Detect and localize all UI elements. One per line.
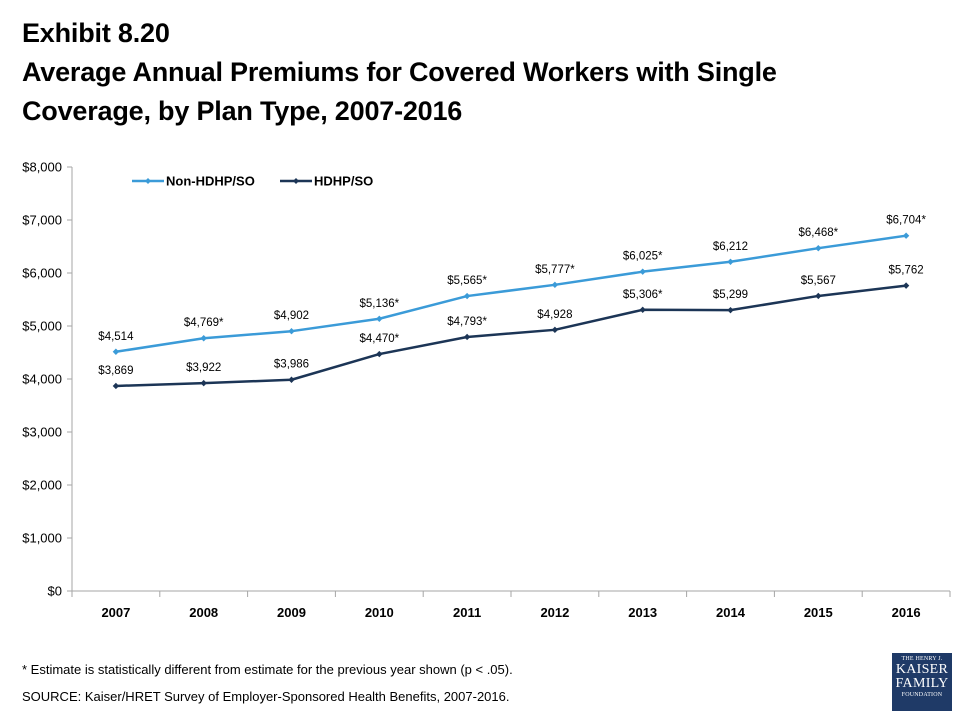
x-tick-label: 2009	[277, 605, 306, 620]
data-label: $4,928	[537, 309, 572, 321]
legend-marker	[145, 178, 151, 184]
data-label: $3,986	[274, 359, 309, 371]
series-line-1	[115, 284, 907, 388]
x-tick-label: 2007	[101, 605, 130, 620]
legend-label: HDHP/SO	[314, 174, 373, 189]
footnote: * Estimate is statistically different fr…	[22, 662, 513, 677]
data-label: $5,299	[713, 289, 748, 301]
kaiser-logo: THE HENRY J. KAISER FAMILY FOUNDATION	[892, 653, 952, 711]
data-label: $5,777*	[535, 264, 575, 276]
data-label: $4,793*	[447, 316, 487, 328]
y-tick-label: $3,000	[22, 425, 62, 440]
x-tick-label: 2012	[540, 605, 569, 620]
data-label: $6,704*	[886, 215, 926, 227]
data-label: $6,468*	[798, 227, 838, 239]
data-label: $5,306*	[623, 289, 663, 301]
y-tick-label: $4,000	[22, 372, 62, 387]
data-label: $5,565*	[447, 275, 487, 287]
source-note: SOURCE: Kaiser/HRET Survey of Employer-S…	[22, 689, 510, 704]
series-line-0	[115, 234, 907, 353]
data-point	[200, 335, 207, 342]
y-tick-label: $2,000	[22, 478, 62, 493]
x-tick-label: 2015	[804, 605, 833, 620]
logo-line-4: FOUNDATION	[901, 692, 943, 698]
data-point	[376, 350, 383, 358]
data-point	[200, 379, 207, 387]
data-label: $6,025*	[623, 251, 663, 263]
data-point	[551, 326, 559, 334]
y-tick-label: $6,000	[22, 266, 62, 281]
x-tick-label: 2011	[453, 605, 481, 620]
header: Exhibit 8.20 Average Annual Premiums for…	[22, 14, 922, 131]
data-label: $5,136*	[359, 298, 399, 310]
y-tick-label: $8,000	[22, 160, 62, 175]
x-tick-label: 2013	[628, 605, 657, 620]
x-tick-label: 2016	[892, 605, 921, 620]
chart-title-line-2: Coverage, by Plan Type, 2007-2016	[22, 96, 463, 126]
data-point	[463, 333, 471, 341]
data-label: $3,922	[186, 362, 221, 374]
data-label: $4,514	[98, 331, 134, 343]
data-point	[112, 382, 120, 390]
data-label: $3,869	[98, 365, 133, 377]
data-point	[288, 327, 295, 335]
data-point	[288, 376, 295, 383]
legend-label: Non-HDHP/SO	[166, 174, 255, 189]
data-label: $4,769*	[184, 317, 224, 329]
logo-line-2: KAISER	[895, 662, 949, 677]
data-label: $6,212	[713, 241, 748, 253]
y-tick-label: $7,000	[22, 213, 62, 228]
logo-line-3: FAMILY	[895, 676, 949, 691]
y-tick-label: $1,000	[22, 531, 62, 546]
data-point	[727, 306, 734, 314]
data-point	[463, 292, 471, 300]
data-point	[902, 232, 910, 239]
data-label: $4,470*	[359, 333, 399, 345]
exhibit-label: Exhibit 8.20	[22, 18, 170, 48]
data-point	[112, 348, 120, 355]
x-tick-label: 2008	[189, 605, 218, 620]
data-label: $4,902	[274, 310, 309, 322]
data-point	[376, 315, 383, 322]
logo-line-1: THE HENRY J.	[901, 656, 943, 662]
data-point	[639, 268, 646, 275]
data-point	[815, 292, 822, 300]
x-tick-label: 2014	[716, 605, 746, 620]
line-chart: $0 $1,000 $2,000 $3,000 $4,000 $5,000 $6,000 $7…	[22, 160, 951, 620]
data-point	[815, 244, 822, 252]
y-tick-label: $0	[48, 584, 62, 599]
x-tick-label: 2010	[365, 605, 394, 620]
data-point	[902, 282, 910, 289]
data-point	[639, 306, 646, 313]
data-point	[727, 258, 734, 265]
chart-title-line-1: Average Annual Premiums for Covered Work…	[22, 57, 777, 87]
data-point	[551, 281, 559, 289]
legend-marker	[293, 178, 299, 184]
y-tick-label: $5,000	[22, 319, 62, 334]
data-label: $5,762	[889, 265, 924, 277]
data-label: $5,567	[801, 275, 836, 287]
